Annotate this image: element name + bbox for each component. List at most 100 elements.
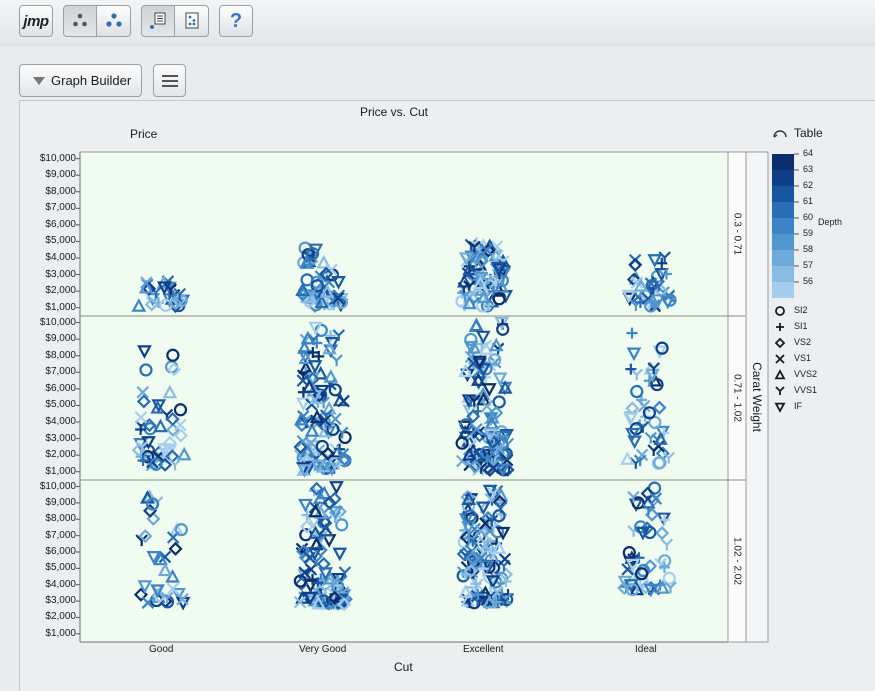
legend-color-label[interactable]: 62	[803, 180, 814, 190]
legend-shape-label[interactable]: VVS2	[794, 369, 818, 379]
y-tick-label: $1,000	[45, 465, 76, 477]
plot-panel-2[interactable]	[80, 316, 728, 480]
y-tick-label: $7,000	[45, 202, 76, 214]
disclosure-triangle-icon	[33, 76, 45, 85]
x-axis-title[interactable]: Cut	[394, 660, 413, 674]
scatter-marker	[173, 403, 188, 417]
scatter-marker	[309, 481, 324, 496]
scatter-marker	[647, 299, 661, 311]
scatter-marker	[320, 446, 335, 461]
scatter-marker	[647, 254, 663, 268]
scatter-marker	[176, 593, 189, 606]
scatter-marker	[316, 254, 332, 269]
legend-color-label[interactable]: 58	[803, 244, 814, 254]
scatter-marker	[299, 255, 315, 269]
red-triangle-menu-button[interactable]	[153, 64, 186, 97]
scatter-marker	[488, 337, 504, 352]
legend-color-title: Depth	[818, 217, 843, 227]
scatter-marker	[498, 552, 512, 566]
legend-shape-label[interactable]: SI2	[794, 305, 808, 315]
scatter-marker	[461, 491, 476, 506]
legend-color-label[interactable]: 63	[803, 164, 814, 174]
scatter-marker	[162, 384, 178, 399]
x-tick-good: Good	[149, 644, 174, 655]
scatter-marker	[310, 459, 326, 474]
scatter-marker	[653, 431, 668, 445]
scatter-marker	[310, 554, 323, 567]
legend-shape-label[interactable]: VVS1	[794, 385, 818, 395]
legend-color-label[interactable]: 57	[803, 260, 814, 270]
scatter-marker	[313, 490, 328, 504]
cluster-button[interactable]	[97, 5, 131, 37]
plot-panel-1[interactable]	[80, 152, 728, 316]
scatter-marker	[322, 495, 337, 510]
legend-shape-label[interactable]: VS1	[794, 353, 812, 363]
help-button[interactable]: ?	[219, 5, 253, 37]
dice-layout-icon	[185, 12, 198, 29]
scatter-marker	[459, 252, 474, 266]
scatter-marker	[480, 243, 493, 257]
graph-builder-outline-button[interactable]: Graph Builder	[19, 64, 142, 97]
legend-color-label[interactable]: 56	[803, 276, 814, 286]
scatter-marker	[168, 458, 182, 471]
scatter-marker	[647, 362, 661, 374]
scatter-marker	[467, 357, 480, 370]
legend-shape-label[interactable]: VS2	[794, 337, 812, 347]
scatter-marker	[464, 395, 478, 407]
legend-color-label[interactable]: 61	[803, 196, 814, 206]
scatter-marker	[314, 294, 329, 309]
plus-marker-icon	[776, 323, 784, 331]
points-button[interactable]	[63, 5, 97, 37]
scatter-marker	[328, 506, 343, 520]
scatter-marker	[495, 463, 511, 478]
scatter-marker	[490, 261, 506, 276]
legend-shape-label[interactable]: IF	[794, 401, 802, 411]
scatter-marker	[165, 569, 180, 583]
y-axis-title[interactable]: Price	[130, 127, 158, 141]
scatter-marker	[476, 501, 491, 516]
y-tick-label: $5,000	[45, 399, 76, 411]
scatter-marker	[157, 562, 173, 577]
toolbar: jmp ?	[0, 0, 875, 45]
scatter-marker	[295, 282, 310, 296]
legend-color-label[interactable]: 59	[803, 228, 814, 238]
scatter-marker	[628, 257, 643, 272]
scatter-marker	[293, 439, 308, 455]
scatter-marker	[625, 558, 641, 573]
y-tick-label: $7,000	[45, 529, 76, 541]
scatter-marker	[635, 526, 651, 541]
legend-color-swatch	[772, 186, 794, 202]
scatter-marker	[482, 484, 498, 499]
y-tick-label: $3,000	[45, 595, 76, 607]
scatter-marker	[500, 575, 512, 587]
scatter-marker	[322, 340, 337, 355]
scatter-marker	[337, 394, 350, 408]
legend-color-label[interactable]: 60	[803, 212, 814, 222]
legend-shape-label[interactable]: SI1	[794, 321, 808, 331]
scatter-marker	[485, 514, 499, 527]
scatter-marker	[307, 346, 319, 358]
legend-color-label[interactable]: 64	[803, 148, 814, 158]
scatter-marker	[146, 497, 160, 511]
scatter-marker	[466, 340, 482, 354]
scatter-marker	[303, 579, 318, 594]
y-tick-label: $2,000	[45, 285, 76, 297]
scatter-marker	[166, 362, 182, 377]
legend-color-swatch	[772, 234, 794, 250]
plot-panel-3[interactable]	[80, 480, 728, 642]
scatter-marker	[160, 591, 174, 604]
report-layout-button[interactable]	[141, 5, 175, 37]
scatter-marker	[465, 551, 480, 566]
scatter-marker	[137, 454, 149, 466]
legend-collapse-icon[interactable]	[772, 126, 788, 140]
jmp-home-button[interactable]: jmp	[19, 5, 53, 37]
dice-layout-button[interactable]	[175, 5, 209, 37]
scatter-marker	[461, 447, 477, 461]
layout-toggle-group	[141, 5, 209, 37]
group-strip	[728, 152, 746, 642]
y-tick-label: $8,000	[45, 349, 76, 361]
legend-color-swatch	[772, 218, 794, 234]
scatter-marker	[338, 430, 352, 445]
y-tick-label: $4,000	[45, 416, 76, 428]
scatter-marker	[131, 443, 146, 458]
